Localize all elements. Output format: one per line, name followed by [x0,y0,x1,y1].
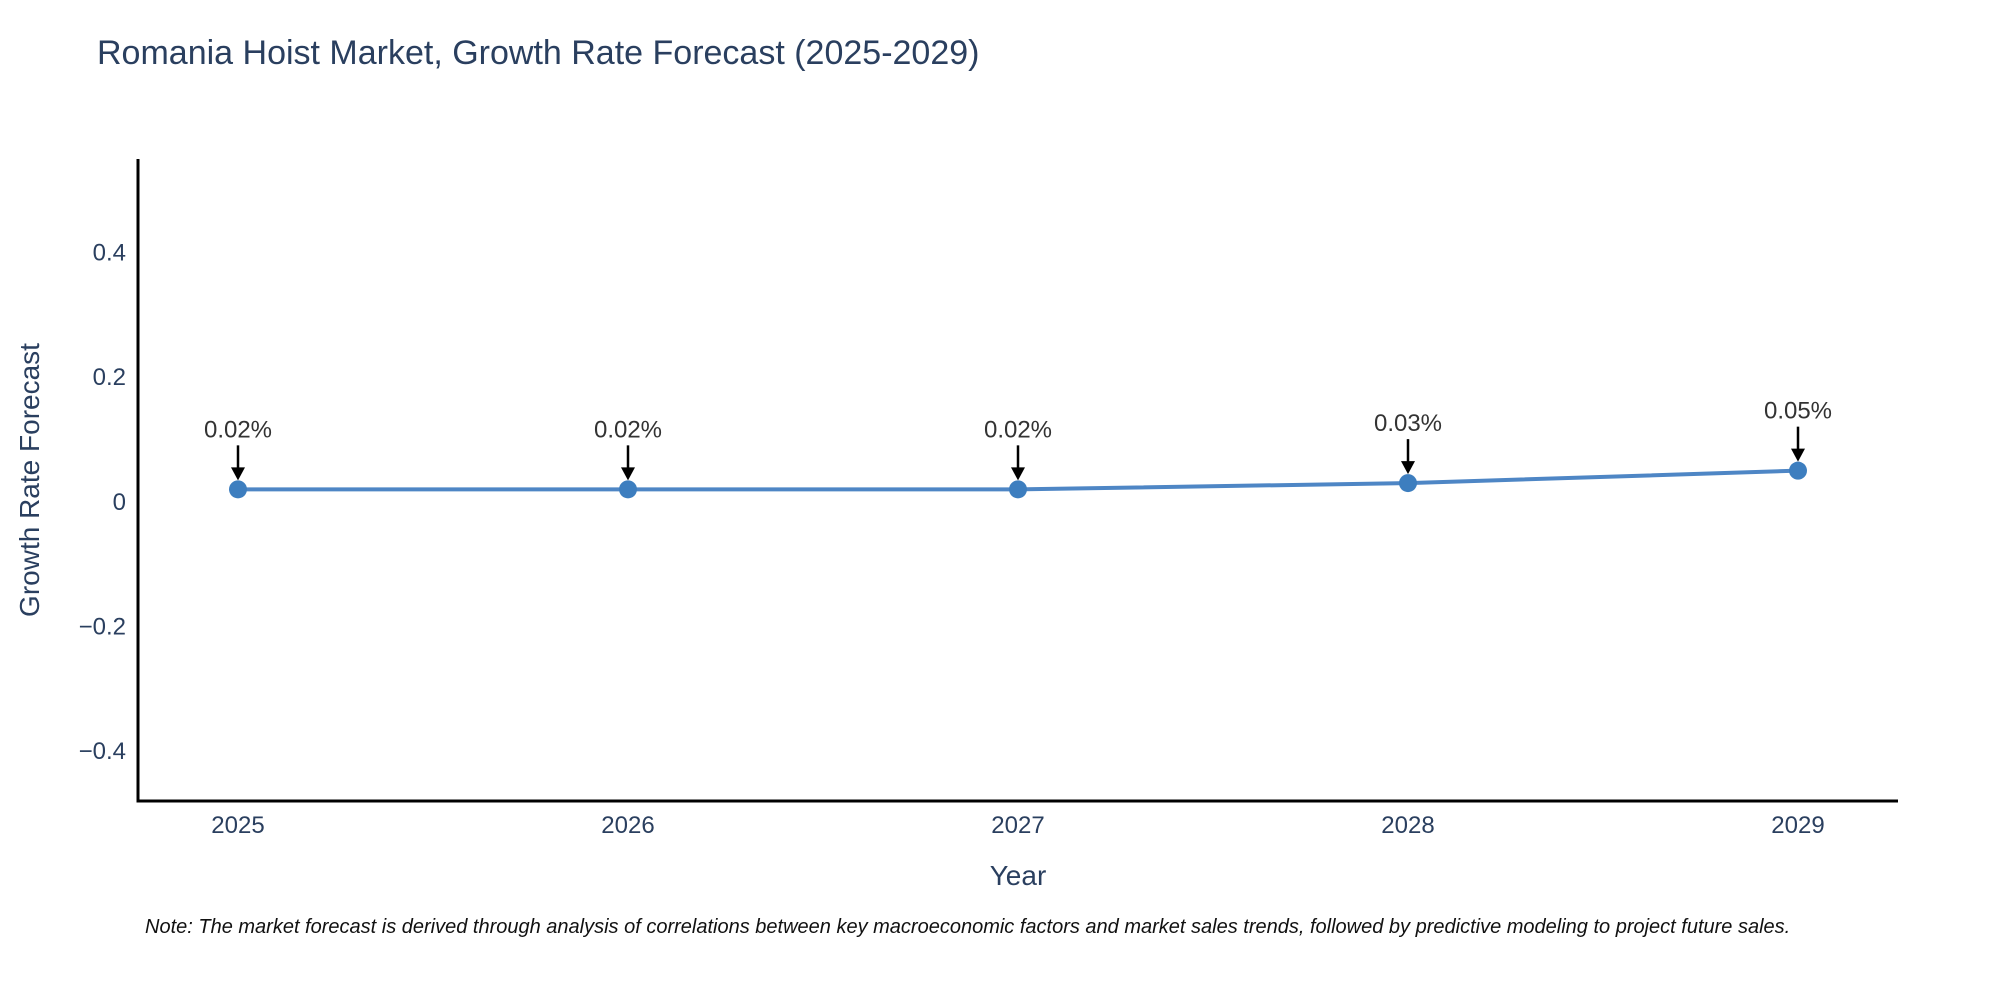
y-tick-label: 0.2 [93,364,126,391]
y-tick-label: −0.4 [79,738,126,765]
y-tick-label: −0.2 [79,613,126,640]
annotation-arrow-head [1401,461,1415,475]
annotation-arrow-head [621,467,635,481]
annotation-arrow-head [231,467,245,481]
data-point[interactable] [1399,474,1417,493]
point-value-label: 0.02% [984,416,1052,443]
data-point[interactable] [229,480,247,499]
annotation-arrow-head [1791,448,1805,462]
x-tick-label: 2026 [601,812,654,839]
y-tick-label: 0.4 [93,239,126,266]
annotation-arrow-head [1011,467,1025,481]
point-value-label: 0.02% [594,416,662,443]
x-tick-label: 2028 [1381,812,1434,839]
data-point[interactable] [619,480,637,499]
data-point[interactable] [1789,461,1807,480]
chart-title: Romania Hoist Market, Growth Rate Foreca… [97,34,980,72]
x-tick-label: 2029 [1771,812,1824,839]
x-tick-label: 2027 [991,812,1044,839]
point-value-label: 0.02% [204,416,272,443]
x-axis-title: Year [989,860,1047,891]
point-value-label: 0.03% [1374,410,1442,437]
x-tick-label: 2025 [211,812,264,839]
point-value-label: 0.05% [1764,398,1832,425]
chart-footnote: Note: The market forecast is derived thr… [145,916,1791,938]
y-tick-label: 0 [113,489,126,516]
data-point[interactable] [1009,480,1027,499]
